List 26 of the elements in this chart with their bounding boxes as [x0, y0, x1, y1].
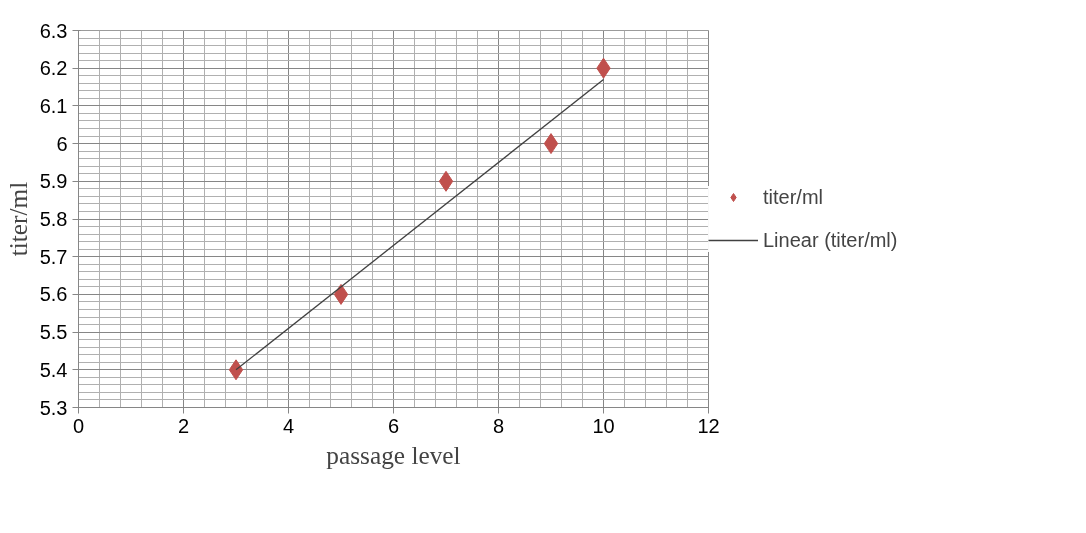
- y-tick-label: 6.1: [39, 94, 68, 117]
- y-tick-label: 5.6: [39, 283, 68, 306]
- y-tick-label: 5.8: [39, 208, 68, 230]
- x-axis-title: passage level: [326, 440, 461, 469]
- point: [438, 170, 454, 192]
- legend-label: titer/ml: [763, 185, 823, 209]
- point: [333, 283, 349, 305]
- x-tick-label: 10: [592, 414, 615, 437]
- x-tick-label: 2: [177, 414, 190, 437]
- x-tick-label: 6: [387, 414, 400, 437]
- x-tick-label: 0: [72, 414, 85, 437]
- y-tick-label: 6: [56, 132, 68, 155]
- y-tick-label: 5.5: [39, 321, 68, 344]
- point: [543, 133, 559, 155]
- x-tick-label: 12: [697, 414, 720, 437]
- y-axis-title: titer/ml: [3, 181, 32, 257]
- point: [228, 359, 244, 381]
- y-tick-label: 5.7: [39, 245, 68, 268]
- x-tick-label: 4: [282, 414, 295, 437]
- y-tick-label: 5.9: [39, 170, 68, 193]
- x-tick-label: 8: [492, 414, 505, 437]
- y-tick-label: 6.2: [39, 57, 68, 80]
- y-tick-label: 6.3: [39, 19, 68, 42]
- y-tick-label: 5.4: [39, 358, 68, 381]
- legend-label: Linear (titer/ml): [763, 228, 898, 252]
- y-tick-label: 5.3: [39, 396, 68, 419]
